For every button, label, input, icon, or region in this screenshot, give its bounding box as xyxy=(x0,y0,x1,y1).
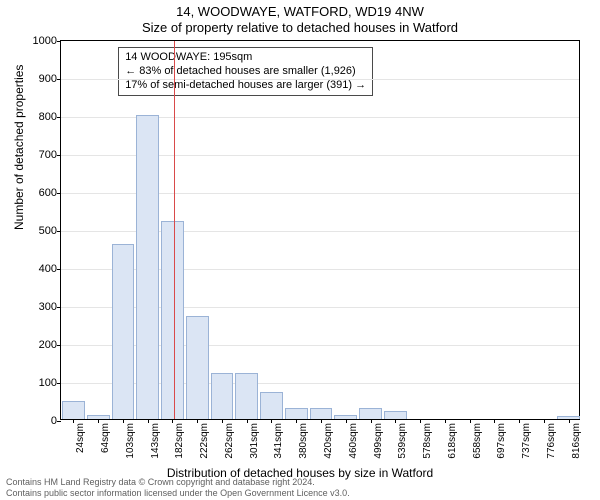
x-tick-mark xyxy=(321,419,322,423)
y-tick-mark xyxy=(57,79,61,80)
x-tick-mark xyxy=(247,419,248,423)
x-tick-label: 737sqm xyxy=(519,423,532,459)
x-tick-label: 776sqm xyxy=(544,423,557,459)
histogram-bar xyxy=(136,115,159,419)
x-tick-mark xyxy=(123,419,124,423)
x-tick-label: 658sqm xyxy=(470,423,483,459)
histogram-bar xyxy=(359,408,382,419)
y-tick-mark xyxy=(57,269,61,270)
y-tick-mark xyxy=(57,117,61,118)
x-tick-mark xyxy=(420,419,421,423)
histogram-bar xyxy=(235,373,258,419)
x-tick-label: 341sqm xyxy=(271,423,284,459)
histogram-bar xyxy=(62,401,85,419)
x-tick-mark xyxy=(346,419,347,423)
x-tick-label: 143sqm xyxy=(148,423,161,459)
x-tick-mark xyxy=(544,419,545,423)
x-tick-label: 539sqm xyxy=(395,423,408,459)
histogram-bar xyxy=(161,221,184,419)
x-tick-mark xyxy=(73,419,74,423)
x-tick-label: 64sqm xyxy=(98,423,111,453)
address-title: 14, WOODWAYE, WATFORD, WD19 4NW xyxy=(0,4,600,19)
histogram-bar xyxy=(310,408,333,419)
plot-area: 14 WOODWAYE: 195sqm← 83% of detached hou… xyxy=(60,40,580,420)
x-tick-mark xyxy=(271,419,272,423)
x-tick-label: 697sqm xyxy=(494,423,507,459)
x-tick-label: 262sqm xyxy=(222,423,235,459)
y-tick-mark xyxy=(57,193,61,194)
y-axis-label: Number of detached properties xyxy=(12,65,26,230)
x-tick-mark xyxy=(445,419,446,423)
marker-line xyxy=(174,41,175,419)
y-tick-mark xyxy=(57,41,61,42)
histogram-bar xyxy=(260,392,283,419)
x-tick-label: 499sqm xyxy=(371,423,384,459)
x-tick-mark xyxy=(470,419,471,423)
histogram-bar xyxy=(186,316,209,419)
x-tick-label: 380sqm xyxy=(296,423,309,459)
x-tick-label: 222sqm xyxy=(197,423,210,459)
histogram-bar xyxy=(384,411,407,419)
y-tick-mark xyxy=(57,155,61,156)
x-tick-mark xyxy=(519,419,520,423)
x-tick-label: 816sqm xyxy=(569,423,582,459)
x-tick-label: 460sqm xyxy=(346,423,359,459)
x-tick-mark xyxy=(371,419,372,423)
x-tick-mark xyxy=(494,419,495,423)
chart-container: 14, WOODWAYE, WATFORD, WD19 4NW Size of … xyxy=(0,0,600,500)
x-tick-label: 578sqm xyxy=(420,423,433,459)
x-tick-mark xyxy=(222,419,223,423)
chart-subtitle: Size of property relative to detached ho… xyxy=(0,20,600,35)
histogram-bar xyxy=(285,408,308,419)
x-tick-mark xyxy=(98,419,99,423)
y-tick-mark xyxy=(57,383,61,384)
y-tick-mark xyxy=(57,231,61,232)
footer-attribution: Contains HM Land Registry data © Crown c… xyxy=(6,477,350,499)
grid-line xyxy=(61,79,579,80)
x-tick-label: 618sqm xyxy=(445,423,458,459)
y-tick-mark xyxy=(57,307,61,308)
x-tick-mark xyxy=(172,419,173,423)
x-tick-mark xyxy=(296,419,297,423)
annotation-line: ← 83% of detached houses are smaller (1,… xyxy=(125,64,366,78)
footer-line-1: Contains HM Land Registry data © Crown c… xyxy=(6,477,350,488)
x-tick-label: 182sqm xyxy=(172,423,185,459)
annotation-box: 14 WOODWAYE: 195sqm← 83% of detached hou… xyxy=(118,47,373,96)
y-tick-mark xyxy=(57,345,61,346)
annotation-line: 17% of semi-detached houses are larger (… xyxy=(125,78,366,92)
histogram-bar xyxy=(211,373,234,419)
x-tick-mark xyxy=(148,419,149,423)
x-tick-mark xyxy=(395,419,396,423)
histogram-bar xyxy=(112,244,135,419)
x-tick-label: 420sqm xyxy=(321,423,334,459)
x-tick-mark xyxy=(197,419,198,423)
x-tick-label: 301sqm xyxy=(247,423,260,459)
footer-line-2: Contains public sector information licen… xyxy=(6,488,350,499)
x-tick-mark xyxy=(569,419,570,423)
x-tick-label: 103sqm xyxy=(123,423,136,459)
y-tick-mark xyxy=(57,421,61,422)
annotation-line: 14 WOODWAYE: 195sqm xyxy=(125,50,366,64)
x-tick-label: 24sqm xyxy=(73,423,86,453)
